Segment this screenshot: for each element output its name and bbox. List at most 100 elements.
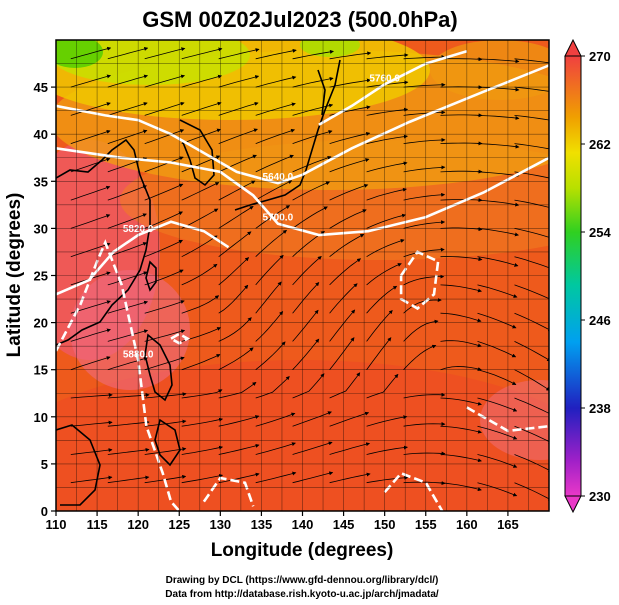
streamline [70, 102, 111, 116]
streamline [440, 482, 482, 492]
streamline [403, 220, 446, 229]
streamline [366, 213, 407, 229]
x-axis-title: Longitude (degrees) [211, 540, 394, 561]
streamline [514, 454, 549, 472]
streamline [440, 113, 483, 118]
streamline [477, 312, 517, 329]
streamline [403, 192, 446, 201]
streamline [255, 254, 284, 286]
streamline [181, 445, 224, 455]
colorbar-tick-label: 246 [589, 313, 611, 328]
streamline [366, 161, 408, 173]
streamline [440, 397, 482, 406]
streamline [292, 282, 320, 314]
streamline [107, 271, 148, 286]
streamline [477, 228, 519, 237]
streamline [329, 442, 371, 455]
streamline [477, 454, 518, 468]
contour-line [170, 332, 191, 345]
streamline [292, 129, 333, 144]
streamline [255, 128, 296, 144]
y-tick-label: 20 [34, 316, 48, 331]
streamline [440, 227, 483, 232]
streamline [255, 75, 297, 88]
streamline [218, 180, 256, 201]
streamline [144, 329, 186, 342]
streamline [107, 185, 148, 201]
streamline [403, 298, 442, 314]
streamline [107, 475, 150, 484]
streamline [107, 129, 148, 144]
x-tick-label: 115 [87, 517, 108, 532]
y-tick-label: 15 [34, 363, 48, 378]
streamline [366, 415, 408, 427]
streamline [107, 47, 149, 60]
y-axis-ticks: 0 5 10 15 20 25 30 35 40 45 [34, 80, 56, 519]
streamline [255, 471, 297, 484]
streamline [70, 74, 112, 88]
streamline [144, 447, 187, 455]
colorbar-top-triangle [564, 38, 582, 57]
streamline [440, 256, 483, 262]
streamline [477, 284, 518, 298]
streamline [218, 75, 260, 88]
streamline [144, 239, 183, 258]
streamline [255, 376, 290, 399]
colorbar-tick-label: 238 [589, 401, 611, 416]
streamline [477, 397, 518, 412]
streamline [218, 231, 252, 258]
contour-line [383, 471, 444, 511]
streamline [70, 157, 111, 173]
streamline [477, 171, 520, 178]
streamline [477, 341, 517, 358]
streamline [329, 258, 362, 286]
streamline [403, 422, 446, 427]
colorbar-tick-label: 270 [589, 49, 611, 64]
streamline [70, 242, 111, 258]
streamline [366, 373, 399, 399]
streamline [440, 169, 483, 174]
streamline [403, 55, 446, 60]
colorbar-bottom-triangle [564, 495, 582, 514]
contour-line [202, 476, 255, 507]
streamline [70, 356, 111, 371]
streamline [403, 344, 437, 370]
field-yellow-green [56, 40, 250, 85]
streamline [403, 165, 446, 173]
streamline [292, 471, 334, 484]
x-axis-ticks: 110 115 120 125 130 135 140 145 150 155 160 165 [46, 511, 519, 532]
streamline [181, 74, 223, 88]
streamline [181, 101, 222, 116]
colorbar: 230 238 246 254 262 270 [564, 38, 611, 514]
streamline [181, 354, 221, 371]
x-tick-label: 150 [374, 517, 396, 532]
streamline [440, 198, 483, 203]
streamline [218, 443, 260, 455]
streamline [440, 284, 482, 293]
streamline [255, 442, 296, 455]
streamline [292, 155, 332, 173]
streamline [403, 481, 446, 486]
streamline [440, 312, 482, 323]
streamline [107, 356, 148, 371]
streamline [70, 46, 112, 60]
streamline [107, 329, 149, 342]
streamline [514, 284, 549, 301]
gridlines [56, 40, 549, 511]
streamline [181, 128, 222, 144]
streamline [218, 257, 250, 286]
streamline [366, 475, 409, 484]
credit-line-data: Data from http://database.rish.kyoto-u.a… [165, 589, 439, 600]
streamline [329, 51, 372, 60]
streamline [218, 347, 254, 371]
contour-line [56, 64, 549, 185]
streamline [514, 369, 549, 391]
credit-line-drawing: Drawing by DCL (https://www.gfd-dennou.o… [166, 575, 439, 586]
streamline [255, 102, 296, 116]
streamline [440, 57, 483, 62]
colorbar-gradient [564, 55, 582, 497]
y-tick-label: 25 [34, 269, 48, 284]
streamline [514, 256, 549, 269]
streamline [255, 310, 284, 342]
